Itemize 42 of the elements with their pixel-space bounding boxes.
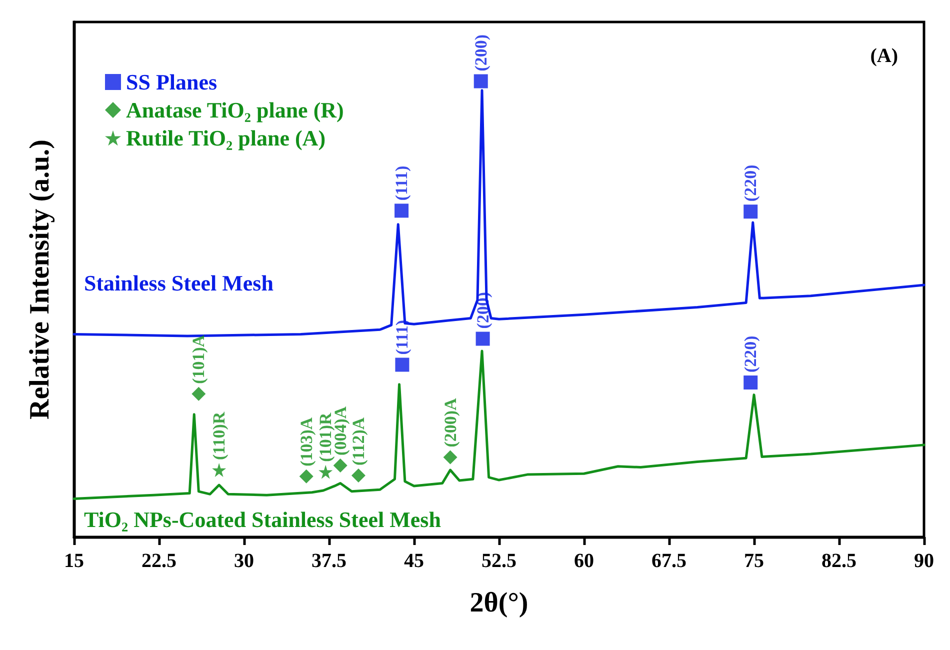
annotation: (103)A — [296, 416, 316, 466]
annotation: (200)A — [440, 397, 460, 448]
y-axis-title: Relative Intensity (a.u.) — [24, 140, 56, 420]
text: (A) — [870, 45, 898, 67]
annotation: (101)R — [316, 412, 336, 462]
point — [318, 464, 333, 479]
x-tick-label: 30 — [234, 550, 254, 572]
x-tick-label: 67.5 — [652, 550, 686, 572]
point — [476, 332, 490, 346]
x-tick-label: 22.5 — [142, 550, 176, 572]
x-tick-label: 15 — [64, 550, 84, 572]
point — [394, 204, 409, 218]
x-tick-label: 45 — [404, 550, 424, 572]
point — [744, 376, 758, 390]
series-label: TiO₂ NPs-Coated Stainless Steel Mesh — [84, 507, 441, 532]
point — [212, 463, 226, 478]
x-tick-label: 90 — [914, 550, 934, 572]
annotation: (220) — [741, 164, 760, 202]
point — [351, 468, 366, 482]
annotation: (110)R — [210, 411, 229, 460]
legend-label: SS Planes — [126, 70, 218, 94]
x-axis-title: 2θ(°) — [470, 588, 528, 618]
x-tick-label: 37.5 — [312, 550, 346, 572]
point — [299, 469, 314, 484]
x-tick-label: 52.5 — [482, 550, 516, 572]
legend-label: Anatase TiO₂ plane (R) — [126, 98, 344, 122]
point — [395, 358, 410, 372]
annotation: (220) — [741, 336, 760, 372]
x-tick-label: 82.5 — [822, 550, 856, 572]
point — [443, 450, 458, 464]
point — [192, 386, 206, 401]
x-tick-label: 60 — [574, 550, 594, 572]
point — [474, 74, 488, 88]
series-label: Stainless Steel Mesh — [84, 270, 274, 296]
annotation: (101)A — [189, 334, 208, 384]
x-tick-label: 75 — [744, 550, 764, 572]
point — [333, 458, 348, 472]
annotation: (112)A — [348, 416, 368, 466]
point — [744, 204, 758, 219]
annotation: (111) — [392, 166, 412, 201]
legend-label: Rutile TiO₂ plane (A) — [126, 126, 326, 150]
annotation: (200) — [471, 34, 490, 72]
